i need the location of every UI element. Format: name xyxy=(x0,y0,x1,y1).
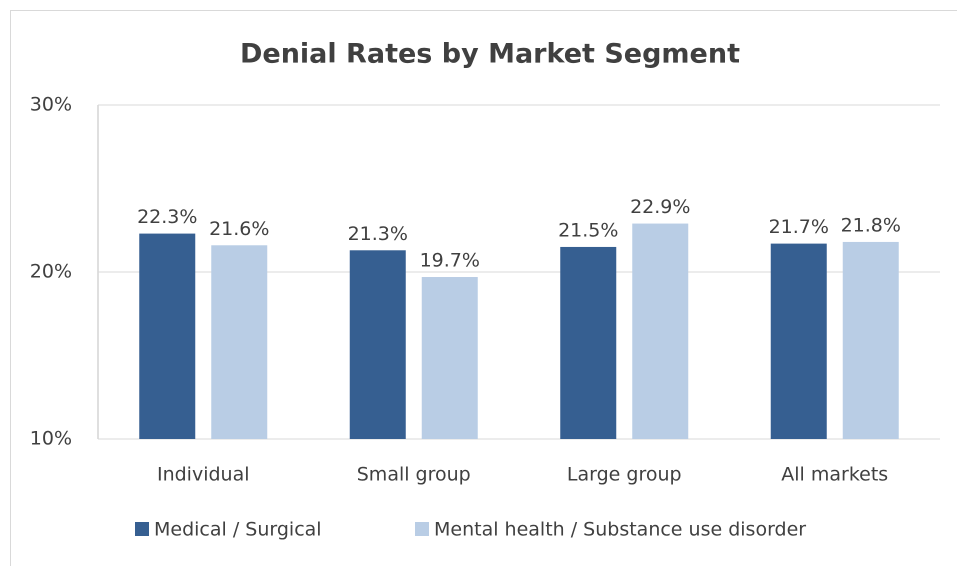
value-label: 21.5% xyxy=(558,219,618,241)
legend-swatch xyxy=(135,522,149,536)
bar xyxy=(632,223,689,439)
value-label: 21.8% xyxy=(841,214,901,236)
y-tick-label: 10% xyxy=(30,428,72,450)
legend-swatch xyxy=(415,522,429,536)
bar xyxy=(842,241,899,439)
value-label: 21.7% xyxy=(769,216,829,238)
x-tick-label: Small group xyxy=(357,464,471,486)
bar xyxy=(770,243,827,439)
y-tick-label: 20% xyxy=(30,261,72,283)
bar xyxy=(139,233,196,439)
x-tick-label: Large group xyxy=(567,464,682,486)
y-tick-label: 30% xyxy=(30,94,72,116)
value-label: 21.3% xyxy=(348,223,408,245)
chart-border xyxy=(10,10,957,566)
value-label: 22.9% xyxy=(630,196,690,218)
bar xyxy=(349,250,406,439)
legend-label: Mental health / Substance use disorder xyxy=(434,519,806,541)
value-label: 19.7% xyxy=(420,250,480,272)
x-tick-label: All markets xyxy=(781,464,888,486)
bar xyxy=(560,246,617,439)
x-tick-label: Individual xyxy=(157,464,250,486)
bar xyxy=(211,245,268,439)
chart-title: Denial Rates by Market Segment xyxy=(240,39,740,70)
value-label: 22.3% xyxy=(137,206,197,228)
value-label: 21.6% xyxy=(209,218,269,240)
bar xyxy=(421,277,478,439)
legend-label: Medical / Surgical xyxy=(154,519,322,541)
